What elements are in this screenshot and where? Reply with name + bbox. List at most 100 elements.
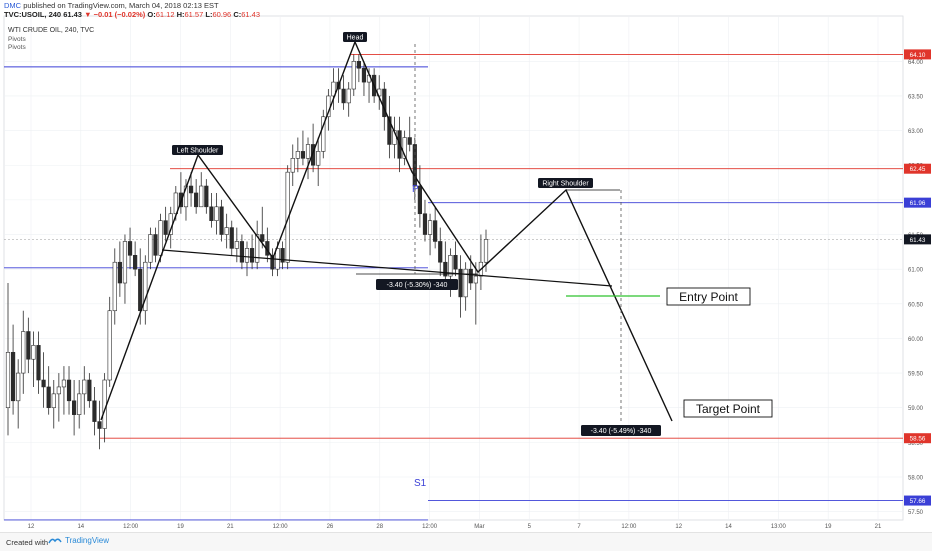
candle [290,144,295,187]
pivot-p-label: P [412,184,419,195]
chart-legend: WTI CRUDE OIL, 240, TVC Pivots Pivots [8,27,94,51]
y-tick-label: 58.50 [908,441,924,447]
x-tick-label: 12 [28,524,35,530]
candle [153,227,158,263]
candle [305,137,311,180]
candle [16,359,21,429]
candle [51,380,56,429]
x-tick-label: 13:00 [771,524,787,530]
projection-label-2[interactable]: -3.40 (-5.49%) -340 [581,425,661,436]
candle [321,109,326,159]
y-axis[interactable]: 64.0063.5063.0062.5062.0061.5061.0060.50… [904,49,931,516]
price-axis-label: 58.56 [904,433,931,444]
candle [219,199,224,242]
x-tick-label: 12:00 [621,524,637,530]
svg-text:61.96: 61.96 [910,200,926,207]
candle [72,380,77,436]
candle [346,82,351,117]
neckline[interactable] [161,249,613,287]
candle [255,220,260,270]
candle [87,373,92,408]
candle [36,331,41,394]
low-value: 60.96 [212,10,232,19]
entry-point-annotation[interactable]: Entry Point [666,287,751,306]
pattern-zigzag-line[interactable] [100,40,673,422]
candle [188,172,194,207]
candle [244,241,250,277]
candle [382,82,387,131]
candle [356,54,361,83]
y-tick-label: 63.00 [908,129,924,135]
x-tick-label: 12:00 [422,524,438,530]
candle [473,262,478,325]
brand-name: TradingView [65,536,110,545]
svg-text:62.45: 62.45 [910,166,926,173]
x-tick-label: 19 [177,524,184,530]
candle [112,248,117,325]
left-shoulder-label[interactable]: Left Shoulder [172,145,223,155]
publisher-user[interactable]: DMC [4,1,22,10]
y-tick-label: 61.00 [908,268,924,274]
candle [433,206,438,249]
symbol-label[interactable]: TVC:USOIL, 240 [4,10,62,19]
candle [46,366,51,415]
candle [239,234,245,270]
candle [56,373,61,422]
candle [458,255,463,318]
y-tick-label: 59.50 [908,372,924,378]
svg-text:Right Shoulder: Right Shoulder [542,181,589,188]
head-label[interactable]: Head [343,32,367,42]
candle [92,386,97,436]
candle [351,54,356,96]
svg-text:61.43: 61.43 [910,237,926,244]
x-axis[interactable]: 12 14 12:00 19 21 12:00 26 28 12:00 Mar 5 7 12:00 12 1… [28,524,882,530]
x-tick-label: 12 [675,524,682,530]
y-tick-label: 60.00 [908,337,924,343]
tradingview-logo-icon [48,538,62,544]
svg-text:57.66: 57.66 [910,498,926,505]
x-tick-label: 12:00 [123,524,139,530]
price-change: ▼ −0.01 (−0.02%) [84,10,146,19]
projection-label-1[interactable]: -3.40 (-5.30%) -340 [376,279,458,290]
high-value: 61.57 [184,10,204,19]
pattern-labels: Head Left Shoulder Right Shoulder -3.40 … [172,32,773,489]
price-axis-label: 61.43 [904,234,931,245]
x-tick-label: 7 [577,524,581,530]
candle [163,206,168,242]
y-tick-label: 57.50 [908,510,924,516]
candle [133,241,138,277]
candle [41,352,46,408]
svg-text:-3.40 (-5.30%) -340: -3.40 (-5.30%) -340 [387,282,448,289]
x-tick-label: 26 [327,524,334,530]
x-tick-label: 14 [725,524,732,530]
price-axis-label: 64.10 [904,49,931,60]
candle [224,213,229,249]
candle [427,213,433,256]
legend-indicator-1: Pivots [8,36,26,43]
candle [122,234,128,304]
x-tick-label: Mar [474,524,484,530]
candle [199,172,204,208]
price-chart[interactable]: Head Left Shoulder Right Shoulder -3.40 … [0,0,932,532]
legend-indicator-2: Pivots [8,44,26,51]
candle [127,227,133,270]
candle [463,262,468,311]
x-tick-label: 21 [227,524,234,530]
publisher-line: DMC published on TradingView.com, March … [4,1,260,10]
target-point-annotation[interactable]: Target Point [683,399,773,418]
candle [341,75,346,110]
svg-text:Left Shoulder: Left Shoulder [177,148,219,155]
candle [417,165,422,228]
pivot-s1-label: S1 [414,478,427,489]
price-axis-label: 61.96 [904,197,931,208]
tradingview-brand[interactable]: TradingView [48,536,109,545]
candle [31,331,36,387]
candle [249,234,255,270]
right-shoulder-label[interactable]: Right Shoulder [538,178,593,188]
candle [143,255,148,325]
legend-title: WTI CRUDE OIL, 240, TVC [8,27,94,34]
svg-text:64.10: 64.10 [910,52,926,59]
candle [402,130,407,166]
candle [97,400,102,450]
